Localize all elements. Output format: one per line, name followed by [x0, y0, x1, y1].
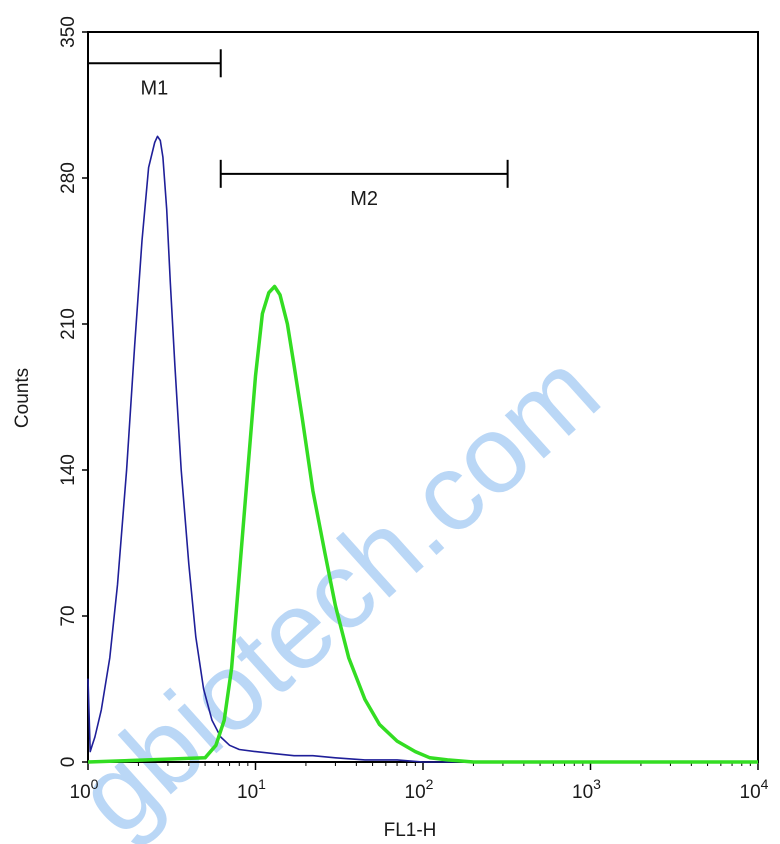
y-axis-title: Counts	[12, 368, 33, 428]
x-axis-title: FL1-H	[384, 820, 437, 841]
y-tick-label: 280	[58, 162, 79, 194]
watermark-text: gbiotech.com	[54, 329, 623, 844]
marker-label: M2	[350, 188, 378, 210]
x-tick-label: 104	[740, 776, 769, 803]
marker-label: M1	[140, 77, 168, 99]
x-tick-label: 100	[70, 776, 99, 803]
x-tick-label: 103	[572, 776, 601, 803]
y-tick-label: 140	[58, 454, 79, 486]
x-axis: 100 101 102 103 104	[70, 762, 769, 803]
y-tick-label: 350	[58, 16, 79, 48]
y-axis: 0 70 140 210 280 350	[58, 16, 88, 767]
histogram-series-1	[87, 135, 758, 763]
histogram-series-2	[87, 284, 758, 764]
watermark: gbiotech.com	[54, 329, 623, 844]
x-tick-label: 101	[237, 776, 266, 803]
markers-layer: M1 M2	[87, 49, 509, 210]
series-layer	[87, 135, 758, 764]
y-tick-label: 70	[58, 605, 79, 626]
y-tick-label: 210	[58, 308, 79, 340]
y-tick-label: 0	[58, 757, 79, 768]
x-tick-label: 102	[405, 776, 434, 803]
